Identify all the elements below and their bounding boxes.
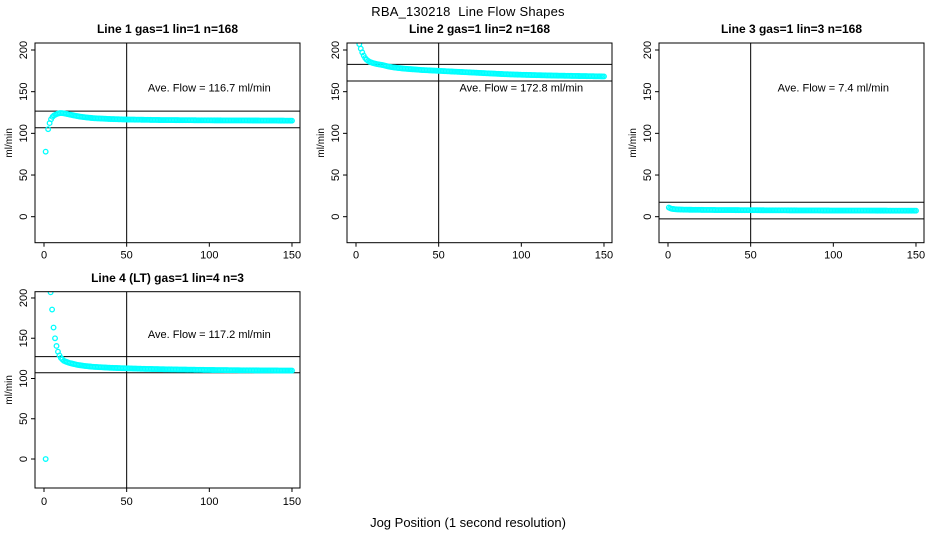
y-tick-label: 0: [642, 214, 654, 220]
x-tick-label: 0: [41, 250, 47, 262]
data-points: [42, 110, 295, 155]
x-axis-title: Jog Position (1 second resolution): [370, 515, 566, 530]
y-tick-label: 0: [330, 214, 342, 220]
x-tick-label: 100: [512, 250, 530, 262]
subplot-line-2: Line 2 gas=1 lin=2 n=168 0 50 100 150 0 50 100 1…: [312, 18, 624, 273]
y-tick-label: 50: [330, 169, 342, 181]
x-tick-label: 50: [121, 496, 133, 508]
x-tick-label: 100: [200, 496, 218, 508]
y-tick-label: 150: [18, 329, 30, 347]
chart-line-3: Line 3 gas=1 lin=3 n=168 0 50 100 150 0 50 100 1…: [628, 22, 925, 262]
chart-title: Line 2 gas=1 lin=2 n=168: [409, 22, 550, 36]
x-tick-label: 150: [283, 496, 301, 508]
y-axis-label: ml/min: [316, 128, 327, 157]
chart-line-1: Line 1 gas=1 lin=1 n=168 0 50 100 150 0 50 100 1…: [4, 22, 301, 262]
y-tick-label: 200: [18, 289, 30, 307]
y-tick-label: 100: [330, 124, 342, 142]
x-tick-label: 50: [433, 250, 445, 262]
y-tick-label: 200: [642, 41, 654, 59]
chart-title: Line 1 gas=1 lin=1 n=168: [97, 22, 238, 36]
y-axis-label: ml/min: [4, 375, 15, 404]
y-tick-label: 150: [18, 82, 30, 100]
y-axis: 0 50 100 150 200: [18, 41, 35, 220]
y-tick-label: 0: [18, 214, 30, 220]
x-tick-label: 0: [41, 496, 47, 508]
plot-box: [346, 42, 613, 244]
y-tick-label: 150: [330, 82, 342, 100]
y-tick-label: 200: [330, 41, 342, 59]
ave-flow-annotation: Ave. Flow = 7.4 ml/min: [778, 83, 889, 95]
x-tick-label: 100: [824, 250, 842, 262]
ave-flow-annotation: Ave. Flow = 172.8 ml/min: [460, 83, 584, 95]
x-tick-label: 150: [283, 250, 301, 262]
y-tick-label: 0: [18, 456, 30, 462]
data-points: [356, 43, 607, 80]
y-axis: 0 50 100 150 200: [18, 289, 35, 462]
chart-title: Line 3 gas=1 lin=3 n=168: [721, 22, 862, 36]
chart-line-2: Line 2 gas=1 lin=2 n=168 0 50 100 150 0 50 100 1…: [316, 22, 613, 262]
y-axis: 0 50 100 150 200: [330, 41, 347, 220]
chart-title: Line 4 (LT) gas=1 lin=4 n=3: [91, 271, 244, 285]
x-tick-label: 50: [121, 250, 133, 262]
y-axis: 0 50 100 150 200: [642, 41, 659, 220]
y-tick-label: 50: [18, 413, 30, 425]
data-points: [42, 291, 295, 462]
subplot-line-4: Line 4 (LT) gas=1 lin=4 n=3 0 50 100 150 0 50 1…: [0, 268, 312, 540]
ave-flow-annotation: Ave. Flow = 117.2 ml/min: [148, 329, 271, 341]
subplot-line-1: Line 1 gas=1 lin=1 n=168 0 50 100 150 0 50 100 1…: [0, 18, 312, 273]
x-axis: 0 50 100 150: [41, 488, 301, 508]
y-tick-label: 200: [18, 41, 30, 59]
plot-box: [34, 42, 301, 244]
y-tick-label: 100: [18, 369, 30, 387]
main-title: RBA_130218 Line Flow Shapes: [371, 4, 565, 19]
subplot-line-3: Line 3 gas=1 lin=3 n=168 0 50 100 150 0 50 100 1…: [624, 18, 936, 273]
ave-flow-annotation: Ave. Flow = 116.7 ml/min: [148, 83, 271, 95]
plot-box: [658, 42, 925, 244]
x-axis: 0 50 100 150: [665, 242, 925, 262]
y-tick-label: 150: [642, 82, 654, 100]
x-tick-label: 100: [200, 250, 218, 262]
x-axis: 0 50 100 150: [41, 242, 301, 262]
x-tick-label: 150: [907, 250, 925, 262]
y-tick-label: 50: [642, 169, 654, 181]
x-tick-label: 0: [665, 250, 671, 262]
ref-lines: [35, 110, 300, 129]
y-axis-label: ml/min: [4, 128, 15, 157]
y-tick-label: 100: [642, 124, 654, 142]
x-axis: 0 50 100 150: [353, 242, 613, 262]
x-tick-label: 0: [353, 250, 359, 262]
chart-line-4: Line 4 (LT) gas=1 lin=4 n=3 0 50 100 150 0 50 1…: [4, 271, 301, 508]
ref-lines: [659, 201, 924, 220]
x-tick-label: 150: [595, 250, 613, 262]
y-tick-label: 50: [18, 169, 30, 181]
data-points: [665, 204, 919, 214]
plot-box: [34, 291, 301, 489]
y-axis-label: ml/min: [628, 128, 639, 157]
x-tick-label: 50: [745, 250, 757, 262]
y-tick-label: 100: [18, 124, 30, 142]
